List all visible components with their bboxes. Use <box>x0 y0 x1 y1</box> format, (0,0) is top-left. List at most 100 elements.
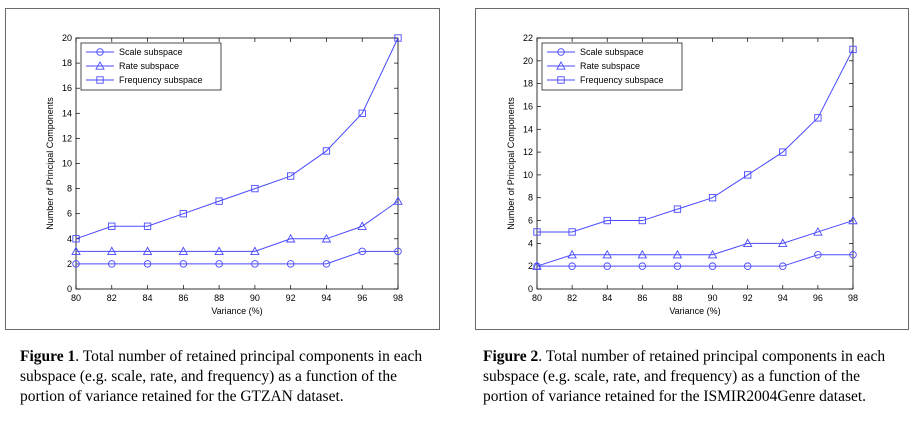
chart-1-series-3-point <box>108 222 116 230</box>
chart-2-x-tick-label: 82 <box>567 293 577 303</box>
chart-1-y-tick-label: 4 <box>67 234 72 244</box>
chart-1-y-tick-label: 16 <box>62 83 72 93</box>
chart-2-series-2-point <box>637 249 648 259</box>
chart-1-series-1-point <box>179 260 188 268</box>
chart-2-y-tick-label: 0 <box>528 284 533 294</box>
chart-2-series-line-3 <box>537 49 854 233</box>
chart-2-series-3-point <box>568 228 576 236</box>
chart-1-series-line-3 <box>75 37 399 240</box>
chart-1-series-2-point <box>321 233 332 243</box>
chart-2-series-1-point <box>603 262 611 270</box>
chart-2-series-1-point <box>743 262 752 270</box>
chart-2-series-3-point <box>533 228 541 236</box>
chart-1-x-tick-label: 88 <box>214 293 224 303</box>
chart-1-x-axis-label: Variance (%) <box>211 306 262 316</box>
chart-1-y-tick-label: 0 <box>67 284 72 294</box>
chart-2-legend-marker-3 <box>557 76 565 84</box>
chart-2-series-3-point <box>708 194 717 202</box>
chart-1-legend-marker-3 <box>96 76 104 84</box>
chart-1-series-3-point <box>72 235 80 243</box>
chart-2-series-3-point <box>814 114 822 122</box>
chart-1-series-line-1 <box>76 250 398 265</box>
figure-1-chart: 80 82 84 86 88 90 92 94 96 98 0 2 4 6 8 10 12 14 16 18 20 Var… <box>45 33 403 316</box>
chart-2-series-1-point <box>568 262 576 270</box>
chart-1-x-tick-label: 98 <box>393 293 403 303</box>
chart-2-series-1-point <box>814 251 822 259</box>
chart-2-series-1-point <box>638 262 647 270</box>
chart-1-x-tick-label: 80 <box>71 293 81 303</box>
chart-1-x-tick-label: 96 <box>357 293 367 303</box>
chart-2-legend-marker-1 <box>557 48 565 56</box>
chart-1-series-3-point <box>358 109 366 117</box>
chart-2-x-tick-label: 88 <box>672 293 682 303</box>
chart-2-series-2-point <box>707 249 718 259</box>
chart-1-series-2-point <box>71 246 81 256</box>
chart-2-x-axis-label: Variance (%) <box>669 306 720 316</box>
chart-2-series-3-point <box>744 171 752 179</box>
chart-1-series-1-point <box>215 260 223 268</box>
chart-1-series-1-point <box>394 247 402 256</box>
chart-1-x-tick-label: 94 <box>321 293 331 303</box>
figure-2-panel: 80 82 84 86 88 90 92 94 96 98 0 2 4 6 8 10 12 14 16 18 20 22 V… <box>475 8 909 330</box>
chart-1-series-1-point <box>143 260 152 268</box>
chart-2-series-1-point <box>673 262 682 270</box>
chart-2-series-line-1 <box>537 254 853 267</box>
chart-1-legend-marker-1 <box>96 48 104 56</box>
figure-1-caption-text: . Total number of retained principal com… <box>20 348 423 405</box>
chart-1-legend-label-1: Scale subspace <box>119 47 183 57</box>
chart-1-series-2-point <box>178 246 189 256</box>
chart-1-series-2-point <box>393 196 403 205</box>
chart-2-series-2-point <box>672 249 683 259</box>
chart-1-x-tick-label: 90 <box>250 293 260 303</box>
chart-1-series-3-point <box>143 222 152 230</box>
chart-1-y-tick-label: 14 <box>62 108 72 118</box>
chart-2-x-tick-label: 86 <box>637 293 647 303</box>
chart-1-series-3-point <box>215 197 223 205</box>
chart-2-y-tick-label: 2 <box>528 261 533 271</box>
chart-1-x-tick-label: 86 <box>178 293 188 303</box>
chart-1-series-1-point <box>251 260 259 268</box>
chart-1-series-1-point <box>108 260 116 268</box>
chart-2-series-2-point <box>778 238 788 248</box>
chart-1-series-2-point <box>285 233 296 243</box>
chart-1-series-1-point <box>72 260 80 268</box>
chart-2-y-tick-label: 18 <box>523 79 533 89</box>
chart-1-y-tick-label: 12 <box>62 133 72 143</box>
chart-2-x-tick-label: 94 <box>778 293 788 303</box>
figure-1-caption-label: Figure 1 <box>20 348 76 365</box>
chart-2-x-tick-label: 98 <box>848 293 858 303</box>
chart-1-y-tick-label: 8 <box>67 184 72 194</box>
chart-1-x-tick-label: 92 <box>286 293 296 303</box>
chart-2-series-line-2 <box>536 220 854 267</box>
chart-2-axes-box <box>536 37 854 290</box>
chart-1-y-axis-label: Number of Principal Components <box>45 97 55 230</box>
chart-1-legend-label-3: Frequency subspace <box>119 75 203 85</box>
chart-1-legend-marker-2 <box>95 61 105 70</box>
chart-1-series-3-point <box>179 210 187 218</box>
chart-1-series-3-point <box>287 172 295 180</box>
chart-1-series-line-2 <box>76 200 399 252</box>
chart-2-y-tick-label: 12 <box>523 147 533 157</box>
chart-1-x-tick-label: 82 <box>107 293 117 303</box>
chart-1-y-tick-label: 20 <box>62 33 72 43</box>
figure-2-caption: Figure 2. Total number of retained princ… <box>483 347 908 407</box>
chart-2-series-3-point <box>673 205 682 213</box>
chart-1-y-tick-label: 18 <box>62 58 72 68</box>
chart-1-series-2-point <box>214 246 224 256</box>
chart-2-series-3-point <box>638 216 646 225</box>
chart-2-series-2-point <box>742 238 753 248</box>
chart-2-y-tick-label: 10 <box>523 170 533 180</box>
chart-1-series-1-point <box>322 260 331 268</box>
chart-2-x-tick-label: 90 <box>708 293 718 303</box>
chart-1-y-tick-label: 2 <box>67 259 72 269</box>
chart-2-y-tick-label: 16 <box>523 101 533 111</box>
chart-2-legend-label-3: Frequency subspace <box>580 75 664 85</box>
chart-2-series-1-point <box>779 262 787 270</box>
chart-1-series-1-point <box>358 247 366 256</box>
chart-2-series-1-point <box>849 251 857 259</box>
chart-2-legend-marker-2 <box>556 61 566 70</box>
figure-2-caption-text: . Total number of retained principal com… <box>483 348 886 405</box>
chart-2-legend-label-1: Scale subspace <box>580 47 644 57</box>
chart-2-series-3-point <box>603 216 611 225</box>
figure-2-caption-label: Figure 2 <box>483 348 539 365</box>
